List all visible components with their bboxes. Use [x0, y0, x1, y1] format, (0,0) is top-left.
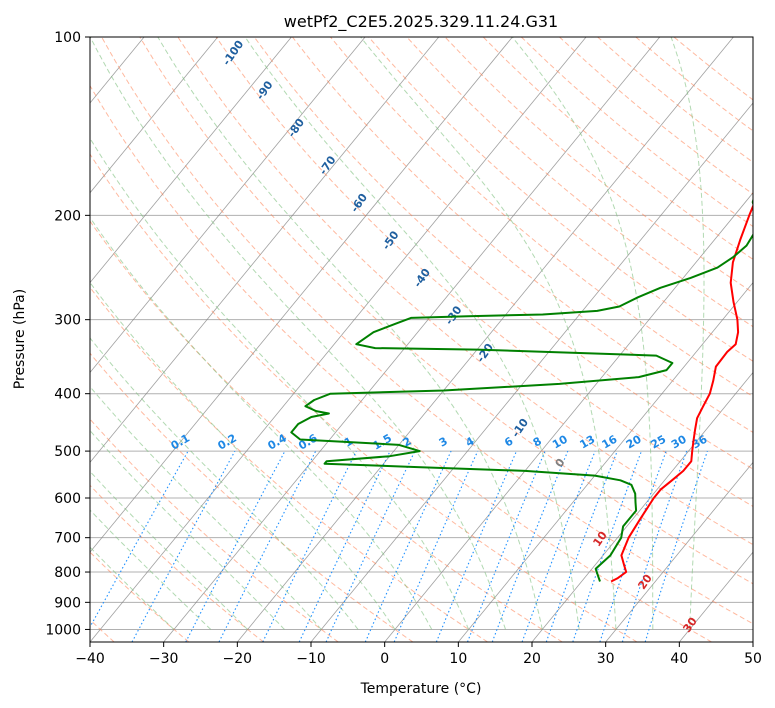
isotherm-line	[90, 37, 292, 284]
x-axis: −40 −30 −20 −10 0 10 20 30 40 50	[75, 642, 762, 667]
moist-adiabat-line	[90, 281, 396, 630]
moist-adiabat-line	[511, 37, 654, 630]
y-tick-label: 900	[54, 595, 81, 611]
plot-frame	[89, 36, 754, 643]
y-tick-label: 500	[54, 444, 81, 460]
mixing-ratio-line	[491, 450, 569, 642]
dry-adiabat-line	[215, 37, 753, 507]
sounding-series	[290, 197, 753, 583]
dry-adiabat-line	[90, 220, 563, 642]
isotherm-line	[90, 37, 219, 194]
moist-adiabat-line	[90, 546, 175, 630]
y-tick-label: 400	[54, 387, 81, 403]
mixing-ratio-line	[218, 450, 317, 642]
moist-adiabat-line	[90, 37, 506, 630]
mixing-ratio-line	[545, 450, 618, 642]
dry-adiabat-line	[292, 37, 753, 433]
isotherm-line	[90, 37, 587, 642]
dewpoint-line	[290, 197, 753, 582]
x-tick-label: −30	[149, 651, 179, 667]
chart-title: wetPf2_C2E5.2025.329.11.24.G31	[284, 12, 558, 32]
y-tick-label: 600	[54, 491, 81, 507]
isotherm-line	[458, 282, 753, 642]
isobar-grid	[90, 37, 753, 630]
y-tick-label: 1000	[45, 622, 81, 638]
moist-adiabats	[90, 37, 705, 630]
temperature-line	[610, 203, 753, 583]
mixing-ratio-line	[262, 450, 357, 642]
isotherm-line	[237, 37, 734, 642]
dry-adiabat-line	[90, 484, 264, 642]
dry-adiabat-line	[330, 37, 753, 398]
mixing-ratio-lines	[90, 450, 708, 642]
y-tick-label: 300	[54, 313, 81, 329]
dry-adiabat-line	[101, 37, 753, 625]
moist-adiabat-line	[90, 337, 359, 630]
dry-adiabat-line	[444, 37, 753, 294]
x-tick-label: 0	[380, 651, 389, 667]
mixing-ratio-line	[90, 450, 189, 629]
x-tick-label: 50	[744, 651, 762, 667]
mixing-ratio-line	[521, 450, 596, 642]
isotherm-line	[90, 37, 366, 374]
x-tick-label: −20	[223, 651, 253, 667]
mixing-ratio-line	[572, 450, 643, 642]
dry-adiabats	[90, 37, 753, 642]
moist-adiabat-line	[90, 509, 212, 630]
dry-adiabat-line	[406, 37, 753, 328]
isotherm-line	[605, 461, 753, 642]
moist-adiabat-line	[360, 37, 617, 630]
moist-adiabat-line	[244, 37, 580, 630]
mixing-ratio-line	[364, 450, 452, 642]
dry-adiabat-line	[90, 551, 190, 642]
x-tick-label: 40	[670, 651, 688, 667]
x-tick-label: −10	[296, 651, 326, 667]
x-tick-label: 30	[597, 651, 615, 667]
dry-adiabat-line	[139, 37, 753, 585]
moist-adiabat-line	[90, 429, 285, 630]
x-tick-label: 10	[449, 651, 467, 667]
mixing-ratio-line	[621, 450, 688, 642]
dry-adiabat-line	[90, 84, 712, 642]
dry-adiabat-line	[90, 153, 638, 642]
x-tick-label: 20	[523, 651, 541, 667]
y-tick-label: 200	[54, 208, 81, 224]
isotherm-grid	[90, 37, 753, 642]
y-tick-label: 800	[54, 565, 81, 581]
plot-area: 0.1 0.2 0.4 0.6 1 1.5 2 3 4 6 8 10 13 16 20 25 30 36-100-…	[90, 37, 753, 642]
y-axis: 100 200 300 400 500 600 700 800 900 1000	[45, 30, 90, 638]
mixing-ratio-line	[466, 450, 546, 642]
isotherm-line	[531, 371, 753, 642]
x-tick-label: −40	[75, 651, 105, 667]
isotherm-line	[163, 37, 661, 642]
dry-adiabat-line	[177, 37, 753, 546]
dry-adiabat-line	[90, 352, 414, 642]
y-tick-label: 700	[54, 531, 81, 547]
isotherm-line	[90, 37, 440, 463]
isotherm-line	[384, 192, 753, 642]
moist-adiabat-line	[90, 385, 322, 630]
moist-adiabat-line	[90, 470, 248, 630]
moist-adiabat-line	[90, 137, 470, 630]
dry-adiabat-line	[90, 286, 488, 642]
dry-adiabat-line	[90, 418, 339, 642]
moist-adiabat-line	[90, 216, 433, 630]
isotherm-line	[90, 37, 513, 553]
mixing-ratio-line	[435, 450, 518, 642]
mixing-ratio-line	[393, 450, 479, 642]
mixing-ratio-line	[644, 450, 708, 642]
x-axis-title: Temperature (°C)	[360, 681, 482, 697]
mixing-ratio-line	[131, 450, 236, 642]
moist-adiabat-line	[157, 37, 543, 630]
y-tick-label: 100	[54, 30, 81, 46]
mixing-ratio-line	[599, 450, 667, 642]
y-axis-title: Pressure (hPa)	[12, 289, 28, 389]
